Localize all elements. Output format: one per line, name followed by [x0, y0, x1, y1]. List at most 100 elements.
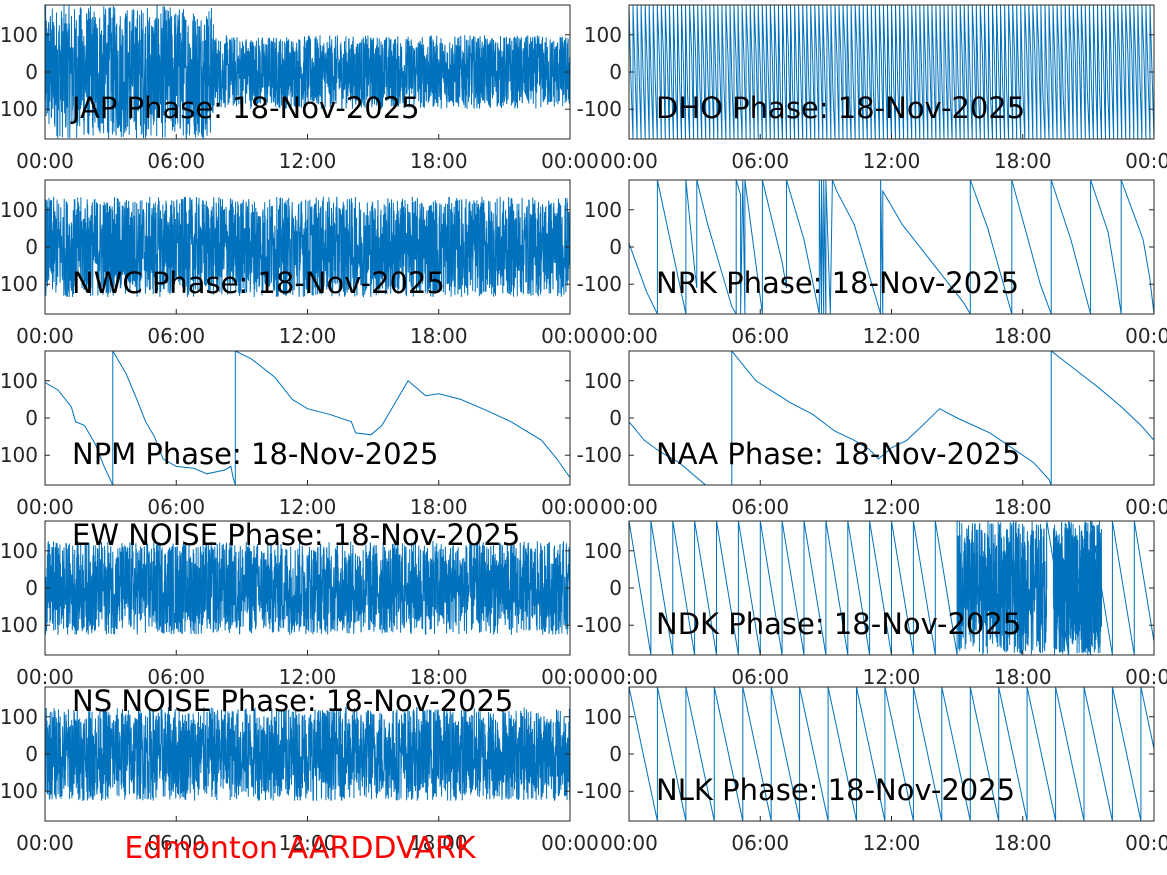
- x-tick-label: 06:00: [731, 149, 789, 173]
- panel-title: NPM Phase: 18-Nov-2025: [72, 437, 438, 471]
- figure-caption: Edmonton AARDDVARK: [124, 831, 477, 866]
- y-tick-label: 0: [25, 742, 38, 766]
- chart-panels: 100 0 100 00:00 06:00 12:00 18:00 00:00 JAP Phas…: [0, 4, 1167, 855]
- y-tick-label: 100: [0, 97, 38, 121]
- panel-title: EW NOISE Phase: 18-Nov-2025: [72, 518, 520, 552]
- phase-panel: 100 0 100 00:00 06:00 12:00 18:00 00:00 NWC Phas…: [0, 179, 599, 348]
- x-tick-label: 12:00: [863, 665, 921, 689]
- x-tick-label: 00:00: [1125, 665, 1167, 689]
- y-tick-label: 100: [584, 539, 622, 563]
- x-tick-label: 00:00: [16, 831, 74, 855]
- x-tick-label: 18:00: [994, 665, 1052, 689]
- y-tick-label: 0: [609, 742, 622, 766]
- y-tick-label: 100: [0, 705, 38, 729]
- x-tick-label: 00:00: [541, 831, 599, 855]
- y-tick-label: 0: [609, 235, 622, 259]
- y-tick-label: 100: [0, 198, 38, 222]
- phase-series-line: [45, 351, 570, 485]
- y-tick-label: 100: [0, 272, 38, 296]
- x-tick-label: 12:00: [279, 149, 337, 173]
- x-tick-label: 18:00: [994, 149, 1052, 173]
- phase-panel: 100 0 -100 00:00 06:00 12:00 18:00 00:00 NAA Pha…: [577, 350, 1167, 519]
- x-tick-label: 00:00: [600, 495, 658, 519]
- y-tick-label: -100: [577, 97, 622, 121]
- x-tick-label: 00:00: [600, 324, 658, 348]
- phase-panel: 100 0 -100 00:00 06:00 12:00 18:00 00:00 NLK Pha…: [577, 686, 1167, 855]
- phase-panel: 100 0 100 00:00 06:00 12:00 18:00 00:00 NPM Phas…: [0, 350, 599, 519]
- x-tick-label: 18:00: [410, 495, 468, 519]
- panel-title: NAA Phase: 18-Nov-2025: [656, 437, 1020, 471]
- x-tick-label: 00:00: [600, 149, 658, 173]
- x-tick-label: 00:00: [600, 831, 658, 855]
- phase-panel: 100 0 -100 00:00 06:00 12:00 18:00 00:00 DHO Pha…: [577, 4, 1167, 173]
- phase-series-line: [45, 707, 570, 801]
- x-tick-label: 18:00: [994, 324, 1052, 348]
- phase-series-line: [629, 351, 1154, 485]
- panel-title: NWC Phase: 18-Nov-2025: [72, 266, 445, 300]
- x-tick-label: 00:00: [541, 495, 599, 519]
- y-tick-label: 100: [584, 369, 622, 393]
- y-tick-label: -100: [577, 613, 622, 637]
- y-tick-label: 0: [25, 235, 38, 259]
- x-tick-label: 06:00: [731, 665, 789, 689]
- x-tick-label: 06:00: [147, 495, 205, 519]
- panel-title: JAP Phase: 18-Nov-2025: [70, 91, 420, 125]
- x-tick-label: 12:00: [863, 831, 921, 855]
- x-tick-label: 12:00: [279, 324, 337, 348]
- x-tick-label: 00:00: [541, 324, 599, 348]
- y-tick-label: 100: [0, 443, 38, 467]
- x-tick-label: 06:00: [147, 665, 205, 689]
- x-tick-label: 00:00: [1125, 149, 1167, 173]
- y-tick-label: 100: [0, 613, 38, 637]
- panel-title: NS NOISE Phase: 18-Nov-2025: [72, 684, 513, 718]
- phase-series-line: [45, 541, 570, 635]
- y-tick-label: -100: [577, 443, 622, 467]
- x-tick-label: 06:00: [147, 831, 205, 855]
- x-tick-label: 00:00: [1125, 831, 1167, 855]
- x-tick-label: 18:00: [410, 149, 468, 173]
- y-tick-label: -100: [577, 272, 622, 296]
- x-tick-label: 12:00: [279, 831, 337, 855]
- phase-series-line: [629, 180, 1154, 314]
- y-tick-label: 0: [609, 576, 622, 600]
- x-tick-label: 12:00: [279, 495, 337, 519]
- y-tick-label: 0: [609, 60, 622, 84]
- x-tick-label: 00:00: [1125, 324, 1167, 348]
- y-tick-label: 0: [609, 406, 622, 430]
- x-tick-label: 12:00: [863, 495, 921, 519]
- y-tick-label: 100: [584, 23, 622, 47]
- phase-series-line: [45, 196, 570, 298]
- y-tick-label: 100: [584, 198, 622, 222]
- x-tick-label: 00:00: [541, 149, 599, 173]
- x-tick-label: 18:00: [994, 831, 1052, 855]
- x-tick-label: 18:00: [410, 665, 468, 689]
- x-tick-label: 00:00: [16, 324, 74, 348]
- x-tick-label: 00:00: [1125, 495, 1167, 519]
- panel-title: DHO Phase: 18-Nov-2025: [656, 91, 1025, 125]
- panel-title: NLK Phase: 18-Nov-2025: [656, 773, 1015, 807]
- y-tick-label: 100: [0, 23, 38, 47]
- y-tick-label: 0: [25, 576, 38, 600]
- x-tick-label: 06:00: [731, 831, 789, 855]
- y-tick-label: 100: [0, 779, 38, 803]
- x-tick-label: 18:00: [410, 324, 468, 348]
- x-tick-label: 06:00: [731, 324, 789, 348]
- panel-title: NRK Phase: 18-Nov-2025: [656, 266, 1019, 300]
- x-tick-label: 00:00: [541, 665, 599, 689]
- x-tick-label: 00:00: [16, 149, 74, 173]
- x-tick-label: 12:00: [279, 665, 337, 689]
- x-tick-label: 12:00: [863, 149, 921, 173]
- phase-panel: 100 0 -100 00:00 06:00 12:00 18:00 00:00 NDK Pha…: [577, 520, 1167, 689]
- x-tick-label: 18:00: [410, 831, 468, 855]
- x-tick-label: 06:00: [731, 495, 789, 519]
- y-tick-label: 100: [0, 369, 38, 393]
- x-tick-label: 06:00: [147, 324, 205, 348]
- phase-series-line: [629, 5, 1154, 139]
- phase-panel: 100 0 100 00:00 06:00 12:00 18:00 00:00 JAP Phas…: [0, 4, 599, 173]
- phase-series-line: [45, 5, 570, 139]
- y-tick-label: -100: [577, 779, 622, 803]
- y-tick-label: 0: [25, 406, 38, 430]
- x-tick-label: 06:00: [147, 149, 205, 173]
- panel-title: NDK Phase: 18-Nov-2025: [656, 607, 1021, 641]
